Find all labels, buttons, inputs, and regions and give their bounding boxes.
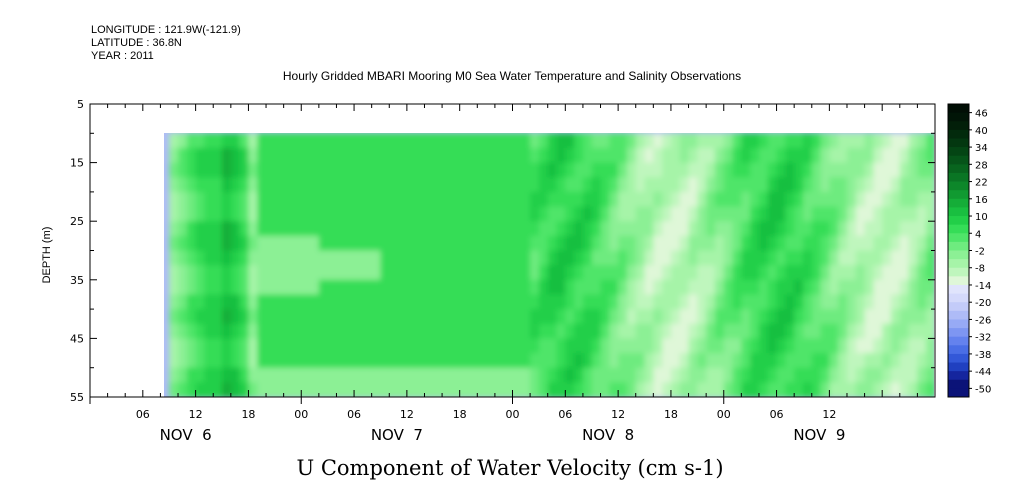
x-hour-label: 06	[558, 408, 572, 421]
colorbar-swatch	[948, 259, 969, 269]
x-hour-label: 00	[506, 408, 520, 421]
x-day-label: NOV 7	[371, 426, 423, 444]
colorbar-swatch	[948, 181, 969, 191]
colorbar-swatch	[948, 129, 969, 139]
x-day-label: NOV 9	[793, 426, 845, 444]
x-day-label: NOV 6	[160, 426, 212, 444]
y-tick-label: 15	[70, 157, 84, 170]
x-hour-label: 12	[611, 408, 625, 421]
colorbar-swatch	[948, 371, 969, 381]
colorbar-swatch	[948, 345, 969, 355]
colorbar-swatch	[948, 379, 969, 389]
y-tick-label: 35	[70, 274, 84, 287]
colorbar-swatch	[948, 284, 969, 294]
x-hour-label: 18	[241, 408, 255, 421]
y-tick-label: 55	[70, 391, 84, 404]
colorbar-swatch	[948, 310, 969, 320]
colorbar-swatch	[948, 198, 969, 208]
colorbar-label: 10	[975, 212, 988, 223]
colorbar-label: 16	[975, 195, 988, 206]
colorbar-label: -20	[975, 298, 991, 309]
colorbar-label: 46	[975, 109, 988, 120]
x-hour-label: 00	[294, 408, 308, 421]
x-day-label: NOV 8	[582, 426, 634, 444]
colorbar-swatch	[948, 138, 969, 148]
colorbar-label: -32	[975, 333, 991, 344]
y-tick-label: 5	[77, 98, 84, 111]
colorbar-label: -8	[975, 264, 985, 275]
colorbar-label: -26	[975, 315, 991, 326]
x-hour-label: 12	[189, 408, 203, 421]
y-axis-label: DEPTH (m)	[41, 227, 53, 284]
x-hour-label: 12	[822, 408, 836, 421]
y-tick-label: 45	[70, 332, 84, 345]
colorbar-swatch	[948, 336, 969, 346]
colorbar-swatch	[948, 250, 969, 260]
colorbar-swatch	[948, 302, 969, 312]
colorbar-label: 40	[975, 126, 988, 137]
x-hour-label: 06	[347, 408, 361, 421]
x-hour-label: 06	[770, 408, 784, 421]
y-tick-label: 25	[70, 215, 84, 228]
colorbar-swatch	[948, 216, 969, 226]
colorbar-swatch	[948, 190, 969, 200]
colorbar-label: 28	[975, 160, 988, 171]
colorbar-swatch	[948, 147, 969, 157]
x-hour-label: 06	[136, 408, 150, 421]
colorbar-swatch	[948, 267, 969, 277]
latitude-label: LATITUDE : 36.8N	[91, 37, 182, 49]
x-axis-title: U Component of Water Velocity (cm s-1)	[296, 456, 723, 480]
colorbar-swatch	[948, 388, 969, 398]
colorbar-swatch	[948, 276, 969, 286]
colorbar-swatch	[948, 164, 969, 174]
x-hour-label: 00	[717, 408, 731, 421]
colorbar-label: -50	[975, 384, 991, 395]
colorbar-swatch	[948, 362, 969, 372]
colorbar-swatch	[948, 104, 969, 114]
colorbar-swatch	[948, 121, 969, 131]
colorbar-swatch	[948, 155, 969, 165]
colorbar-swatch	[948, 241, 969, 251]
colorbar-swatch	[948, 328, 969, 338]
colorbar-swatch	[948, 224, 969, 234]
colorbar-swatch	[948, 233, 969, 243]
year-label: YEAR : 2011	[91, 50, 154, 62]
colorbar-swatch	[948, 293, 969, 303]
colorbar-label: -44	[975, 367, 991, 378]
colorbar-label: 22	[975, 178, 988, 189]
colorbar-swatch	[948, 319, 969, 329]
colorbar-swatch	[948, 207, 969, 217]
x-hour-label: 18	[453, 408, 467, 421]
velocity-field	[164, 133, 934, 397]
colorbar-label: -38	[975, 350, 991, 361]
colorbar-label: 4	[975, 229, 981, 240]
chart-title: Hourly Gridded MBARI Mooring M0 Sea Wate…	[283, 69, 741, 83]
colorbar-swatch	[948, 353, 969, 363]
colorbar-label: 34	[975, 143, 988, 154]
longitude-label: LONGITUDE : 121.9W(-121.9)	[91, 24, 241, 36]
x-hour-label: 18	[664, 408, 678, 421]
x-hour-label: 12	[400, 408, 414, 421]
colorbar-swatch	[948, 172, 969, 182]
colorbar-label: -2	[975, 247, 985, 258]
colorbar-label: -14	[975, 281, 991, 292]
colorbar-swatch	[948, 112, 969, 122]
